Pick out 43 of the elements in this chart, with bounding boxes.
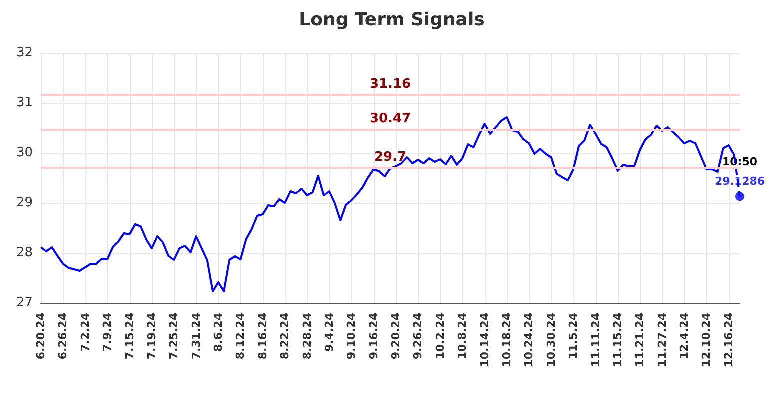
x-tick-label: 12.4.24 [678,312,692,360]
x-tick-label: 7.25.24 [168,312,181,360]
y-tick-label: 29 [16,196,33,210]
x-tick-label: 7.9.24 [101,312,114,352]
x-tick-label: 9.10.24 [345,312,358,360]
x-tick-label: 7.15.24 [123,312,136,360]
x-tick-label: 11.21.24 [634,312,647,368]
x-tick-label: 10.2.24 [434,312,447,360]
y-tick-label: 32 [16,46,33,60]
x-tick-label: 10.18.24 [500,312,514,368]
x-tick-label: 8.16.24 [256,312,270,360]
x-tick-label: 7.31.24 [190,312,203,360]
x-tick-label: 7.2.24 [78,312,92,352]
ref-line-label: 29.7 [374,150,407,165]
y-tick-label: 31 [16,96,33,110]
ref-line-label: 30.47 [370,112,412,126]
x-tick-label: 11.5.24 [567,312,580,360]
x-tick-label: 11.27.24 [656,312,669,368]
x-tick-label: 9.20.24 [390,312,403,360]
x-tick-label: 9.4.24 [322,312,336,352]
x-tick-label: 6.26.24 [56,312,70,360]
x-tick-label: 6.20.24 [34,312,48,360]
x-tick-label: 8.6.24 [212,312,226,352]
annotation: 10:50 [722,156,758,169]
y-tick-label: 27 [16,296,33,310]
x-tick-label: 10.24.24 [522,312,536,368]
ref-line-label: 31.16 [370,77,412,92]
x-tick-label: 12.10.24 [700,312,714,368]
x-tick-label: 9.16.24 [367,312,380,360]
x-tick-label: 12.16.24 [722,312,736,368]
chart-title: Long Term Signals [299,10,485,30]
x-tick-label: 10.8.24 [456,312,470,360]
x-tick-label: 8.22.24 [278,312,292,360]
y-tick-label: 30 [16,146,33,160]
x-tick-label: 11.15.24 [611,312,624,368]
x-tick-label: 7.19.24 [145,312,158,360]
x-tick-label: 8.28.24 [300,312,314,360]
x-tick-label: 10.30.24 [544,312,558,368]
x-tick-label: 8.12.24 [234,312,248,360]
x-tick-label: 9.26.24 [412,312,425,360]
y-tick-label: 28 [16,246,33,260]
x-tick-label: 10.14.24 [478,312,492,368]
x-tick-label: 11.11.24 [589,312,602,368]
